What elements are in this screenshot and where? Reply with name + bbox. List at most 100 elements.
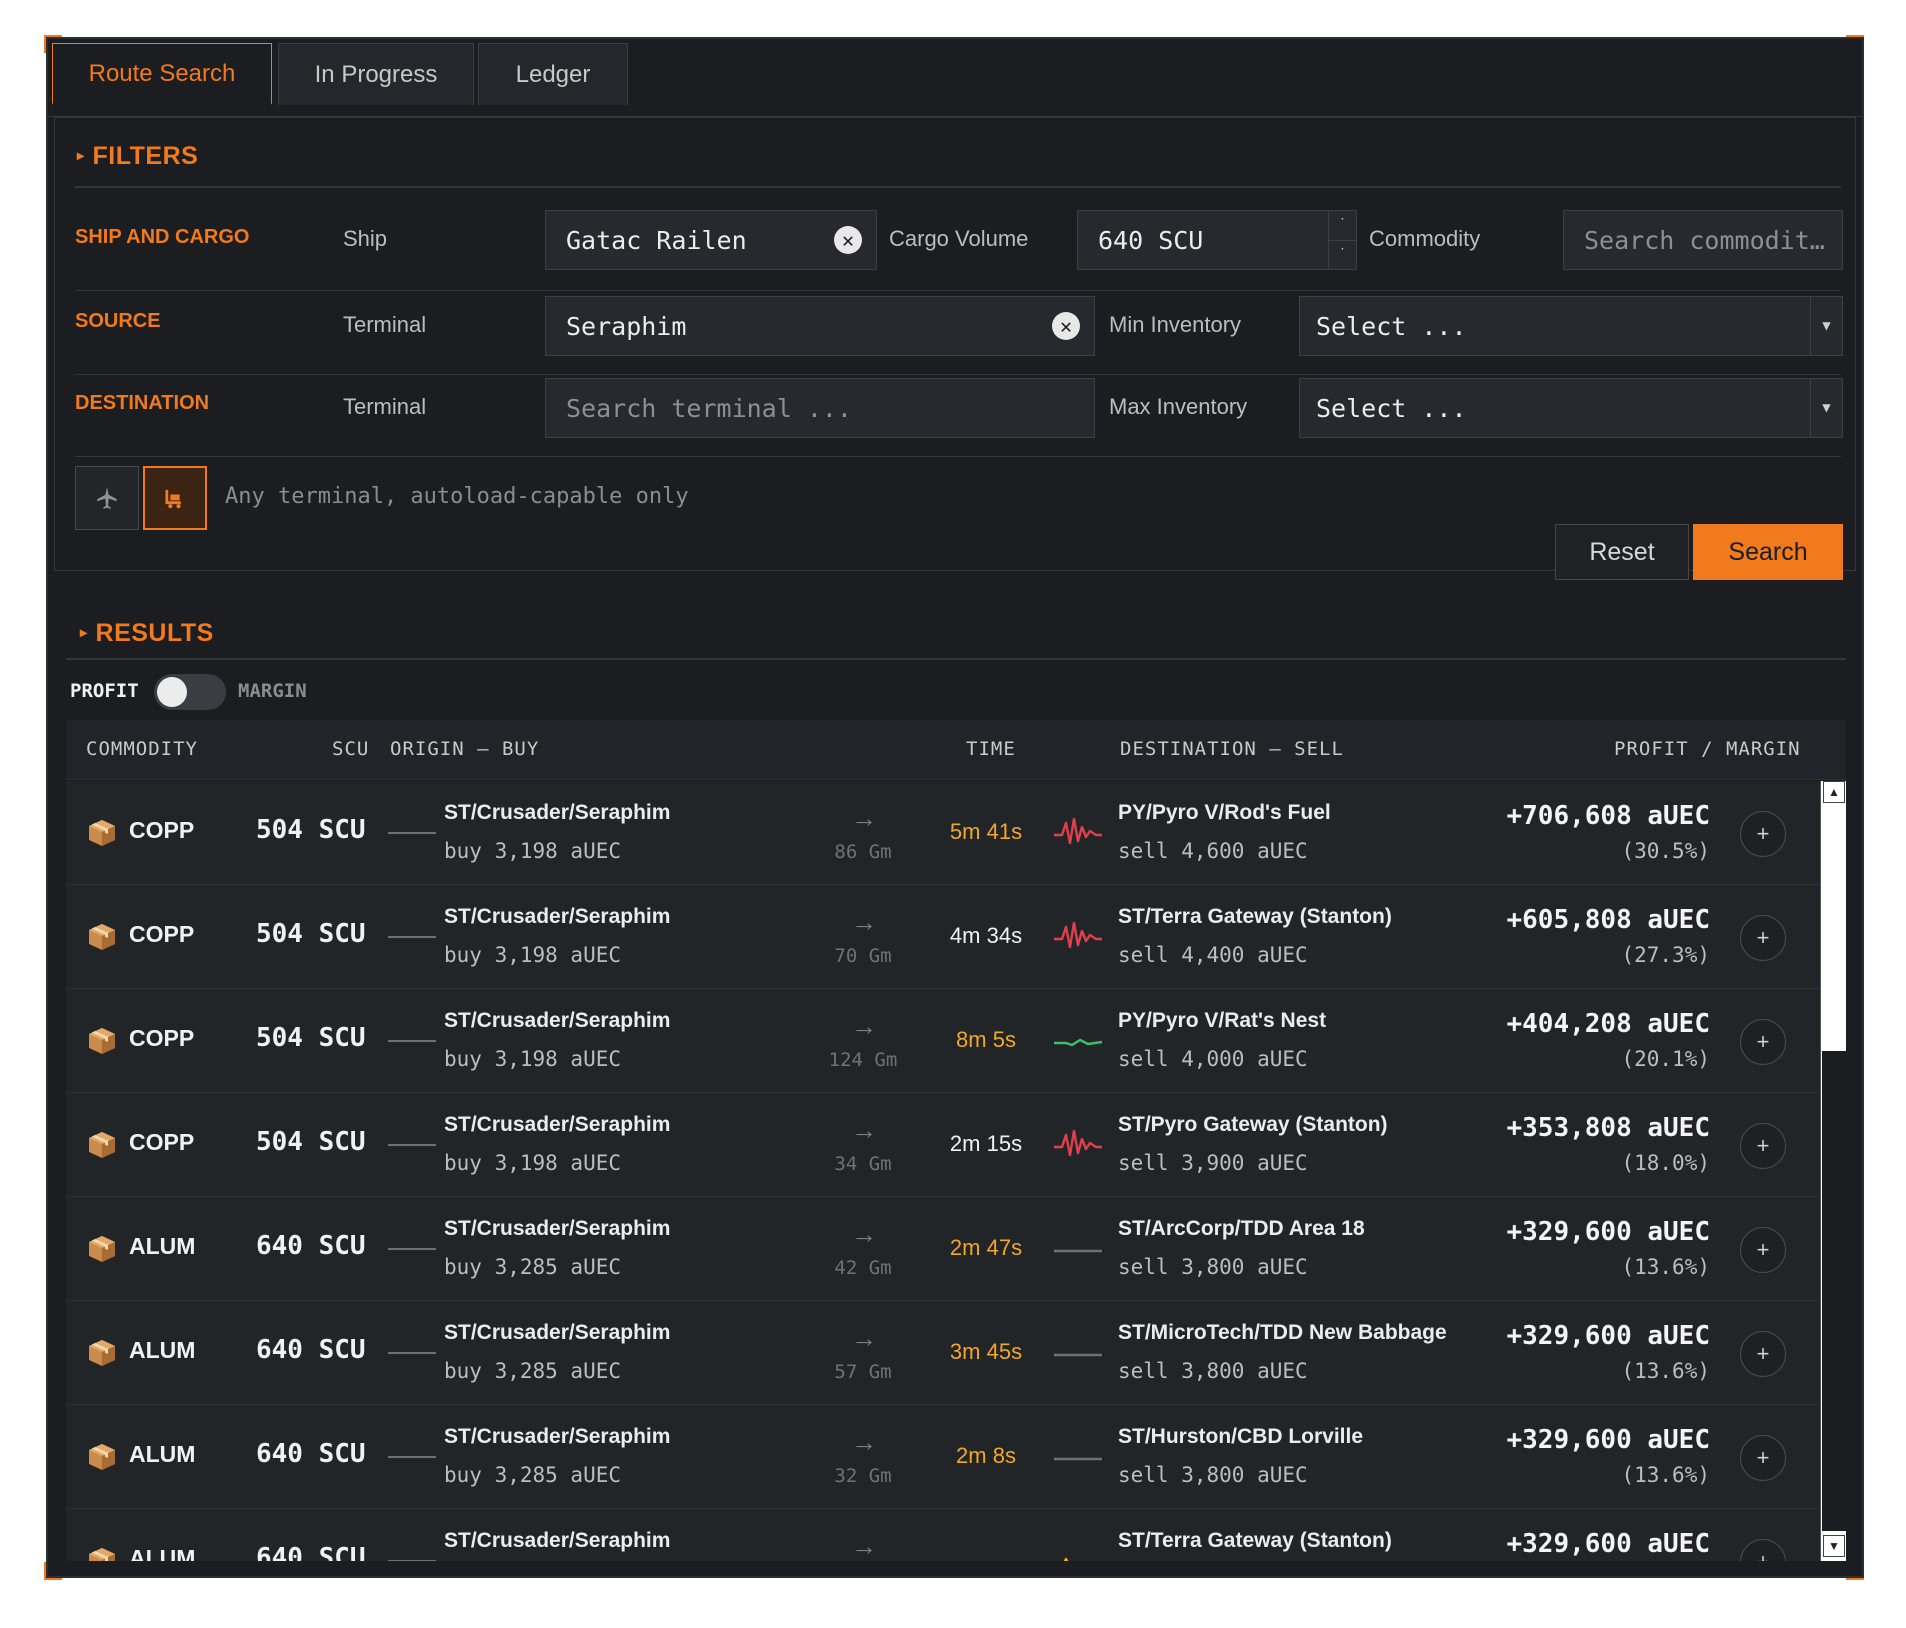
table-row[interactable]: COPP 504 SCU ST/Crusader/Seraphim buy 3,… — [66, 989, 1820, 1093]
origin-terminal[interactable]: ST/Crusader/Seraphim — [444, 801, 671, 824]
column-header-commodity[interactable]: COMMODITY — [86, 738, 198, 760]
filters-header[interactable]: ▸ FILTERS — [77, 142, 198, 171]
commodity-search-input[interactable]: Search commodit… — [1563, 210, 1843, 270]
loader-icon — [165, 489, 181, 509]
chevron-down-icon[interactable]: ▼ — [1810, 297, 1842, 355]
results-title: RESULTS — [95, 619, 214, 647]
cargo-volume-stepper[interactable]: ˙ ˙ — [1328, 211, 1356, 269]
clear-ship-icon[interactable]: ✕ — [834, 226, 862, 254]
origin-terminal[interactable]: ST/Crusader/Seraphim — [444, 1321, 671, 1344]
tab-ledger[interactable]: Ledger — [478, 43, 628, 105]
max-inventory-label: Max Inventory — [1109, 394, 1248, 419]
destination-terminal[interactable]: ST/Pyro Gateway (Stanton) — [1118, 1113, 1388, 1136]
commodity-code: COPP — [129, 1025, 195, 1051]
min-inventory-select[interactable]: Select ... ▼ — [1299, 296, 1843, 356]
table-row[interactable]: COPP 504 SCU ST/Crusader/Seraphim buy 3,… — [66, 885, 1820, 989]
table-row[interactable]: ALUM 640 SCU ST/Crusader/Seraphim buy 3,… — [66, 1405, 1820, 1509]
destination-terminal[interactable]: PY/Pyro V/Rat's Nest — [1118, 1009, 1327, 1032]
destination-terminal[interactable]: ST/Terra Gateway (Stanton) — [1118, 905, 1392, 928]
column-header-time[interactable]: TIME — [966, 738, 1016, 760]
add-route-button[interactable]: + — [1740, 811, 1786, 857]
cargo-scu: 504 SCU — [256, 919, 366, 949]
source-terminal-label: Terminal — [343, 312, 427, 337]
origin-terminal[interactable]: ST/Crusader/Seraphim — [444, 1113, 671, 1136]
origin-trend-line — [388, 1040, 436, 1042]
origin-terminal[interactable]: ST/Crusader/Seraphim — [444, 905, 671, 928]
cargo-scu: 640 SCU — [256, 1543, 366, 1561]
add-route-button[interactable]: + — [1740, 915, 1786, 961]
commodity-code: ALUM — [129, 1441, 196, 1467]
buy-price: buy 3,285 aUEC — [444, 1255, 622, 1279]
toggle-knob — [157, 677, 187, 707]
destination-terminal-input[interactable]: Search terminal ... — [545, 378, 1095, 438]
results-table-header: COMMODITY SCU ORIGIN — BUY TIME DESTINAT… — [66, 720, 1846, 780]
cargo-scu: 640 SCU — [256, 1231, 366, 1261]
destination-terminal[interactable]: PY/Pyro V/Rod's Fuel — [1118, 801, 1331, 824]
price-trend-sparkline-icon — [1054, 817, 1102, 845]
origin-terminal[interactable]: ST/Crusader/Seraphim — [444, 1425, 671, 1448]
route-arrow-icon: → — [851, 1011, 877, 1041]
scroll-up-icon[interactable]: ▲ — [1823, 781, 1845, 803]
add-route-button[interactable]: + — [1740, 1435, 1786, 1481]
table-row[interactable]: COPP 504 SCU ST/Crusader/Seraphim buy 3,… — [66, 781, 1820, 885]
cargo-box-icon — [89, 820, 115, 846]
results-scrollbar[interactable]: ▲ ▼ — [1820, 781, 1846, 1561]
price-trend-sparkline-icon — [1054, 921, 1102, 949]
stepper-down-icon[interactable]: ˙ — [1329, 239, 1356, 270]
results-header[interactable]: ▸ RESULTS — [80, 619, 214, 648]
max-inventory-select[interactable]: Select ... ▼ — [1299, 378, 1843, 438]
search-button[interactable]: Search — [1693, 524, 1843, 580]
add-route-button[interactable]: + — [1740, 1123, 1786, 1169]
table-row[interactable]: ALUM 640 SCU ST/Crusader/Seraphim buy 3,… — [66, 1301, 1820, 1405]
clear-source-icon[interactable]: ✕ — [1052, 312, 1080, 340]
origin-terminal[interactable]: ST/Crusader/Seraphim — [444, 1009, 671, 1032]
min-inventory-label: Min Inventory — [1109, 312, 1242, 337]
route-profit: +329,600 aUEC — [1506, 1321, 1711, 1351]
origin-terminal[interactable]: ST/Crusader/Seraphim — [444, 1529, 671, 1552]
column-header-origin[interactable]: ORIGIN — BUY — [390, 738, 540, 760]
column-header-destination[interactable]: DESTINATION — SELL — [1120, 738, 1344, 760]
add-route-button[interactable]: + — [1740, 1227, 1786, 1273]
route-arrow-icon: → — [851, 1323, 877, 1353]
scrollbar-thumb[interactable] — [1822, 1051, 1846, 1531]
cargo-scu: 640 SCU — [256, 1335, 366, 1365]
add-route-button[interactable]: + — [1740, 1539, 1786, 1561]
cargo-box-icon — [89, 1132, 115, 1158]
add-route-button[interactable]: + — [1740, 1331, 1786, 1377]
ship-select[interactable]: Gatac Railen ✕ — [545, 210, 877, 270]
destination-terminal[interactable]: ST/Hurston/CBD Lorville — [1118, 1425, 1364, 1448]
table-row[interactable]: COPP 504 SCU ST/Crusader/Seraphim buy 3,… — [66, 1093, 1820, 1197]
route-margin: (18.0%) — [1621, 1151, 1710, 1175]
origin-terminal[interactable]: ST/Crusader/Seraphim — [444, 1217, 671, 1240]
tab-route-search[interactable]: Route Search — [52, 43, 272, 105]
airport-mode-button[interactable] — [75, 466, 139, 530]
column-header-profit[interactable]: PROFIT / MARGIN — [1614, 738, 1801, 760]
profit-margin-toggle[interactable] — [154, 674, 226, 710]
stepper-up-icon[interactable]: ˙ — [1338, 217, 1347, 234]
price-trend-sparkline-icon — [1054, 1249, 1102, 1253]
column-header-scu[interactable]: SCU — [332, 738, 370, 760]
origin-trend-line — [388, 936, 436, 938]
autoload-mode-button[interactable] — [143, 466, 207, 530]
origin-trend-line — [388, 832, 436, 834]
destination-terminal[interactable]: ST/ArcCorp/TDD Area 18 — [1118, 1217, 1365, 1240]
origin-trend-line — [388, 1352, 436, 1354]
table-row[interactable]: ALUM 640 SCU ST/Crusader/Seraphim buy 3,… — [66, 1197, 1820, 1301]
route-margin: (30.5%) — [1621, 839, 1710, 863]
buy-price: buy 3,285 aUEC — [444, 1359, 622, 1383]
add-route-button[interactable]: + — [1740, 1019, 1786, 1065]
source-terminal-select[interactable]: Seraphim ✕ — [545, 296, 1095, 356]
chevron-down-icon[interactable]: ▼ — [1810, 379, 1842, 437]
window-corner-accent — [44, 1562, 62, 1580]
ship-value: Gatac Railen — [566, 225, 747, 255]
scroll-down-icon[interactable]: ▼ — [1823, 1535, 1845, 1557]
cargo-box-icon — [89, 1340, 115, 1366]
tab-in-progress[interactable]: In Progress — [278, 43, 474, 105]
ship-and-cargo-label: SHIP AND CARGO — [75, 226, 250, 248]
cargo-volume-input[interactable]: 640 SCU ˙ ˙ — [1077, 210, 1357, 270]
destination-terminal-label: Terminal — [343, 394, 427, 419]
table-row[interactable]: ALUM 640 SCU ST/Crusader/Seraphim buy 3,… — [66, 1509, 1820, 1561]
destination-terminal[interactable]: ST/Terra Gateway (Stanton) — [1118, 1529, 1392, 1552]
reset-button[interactable]: Reset — [1555, 524, 1689, 580]
destination-terminal[interactable]: ST/MicroTech/TDD New Babbage — [1118, 1321, 1447, 1344]
